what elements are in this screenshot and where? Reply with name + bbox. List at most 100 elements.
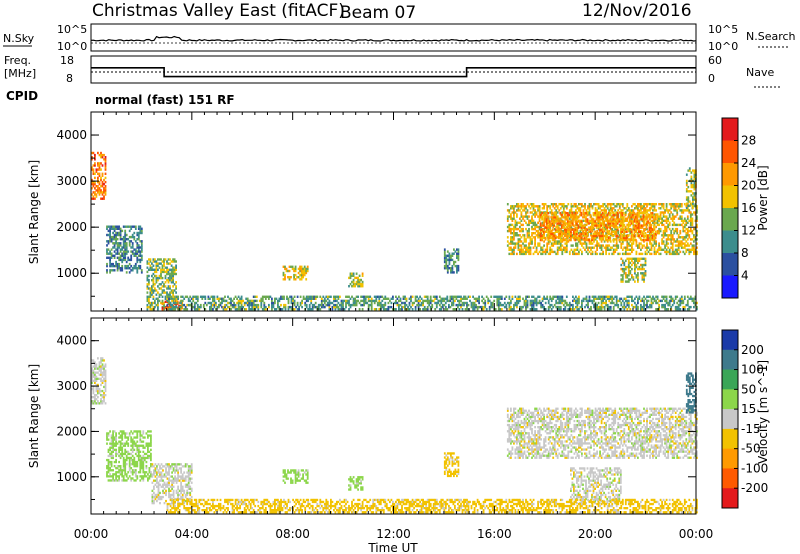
data-cell <box>575 252 577 256</box>
data-cell <box>526 236 529 239</box>
data-cell <box>565 232 568 236</box>
data-cell <box>617 246 620 249</box>
data-cell <box>553 203 556 206</box>
data-cell <box>136 256 139 259</box>
data-cell <box>637 257 639 260</box>
data-cell <box>405 303 408 307</box>
data-cell <box>451 301 453 305</box>
data-cell <box>355 272 358 275</box>
data-cell <box>561 297 564 300</box>
data-cell <box>686 248 689 251</box>
data-cell <box>649 295 651 298</box>
data-cell <box>115 225 117 228</box>
data-cell <box>115 262 117 266</box>
data-cell <box>146 308 149 311</box>
data-cell <box>233 305 235 309</box>
data-cell <box>559 229 562 233</box>
data-cell <box>534 238 536 241</box>
data-cell <box>449 295 452 298</box>
data-cell <box>98 168 101 171</box>
data-cell <box>534 223 536 227</box>
data-cell <box>594 203 597 206</box>
data-cell <box>565 246 568 249</box>
data-cell <box>600 238 603 241</box>
data-cell <box>608 223 611 227</box>
data-cell <box>615 240 618 243</box>
data-cell <box>443 297 446 300</box>
data-cell <box>682 225 685 229</box>
data-cell <box>683 305 686 309</box>
data-cell <box>547 236 550 240</box>
data-cell <box>562 207 565 210</box>
data-cell <box>629 238 632 241</box>
data-cell <box>693 211 695 214</box>
data-cell <box>637 209 639 212</box>
data-cell <box>523 299 526 303</box>
data-cell <box>579 234 581 238</box>
data-cell <box>613 222 616 225</box>
data-cell <box>679 229 682 233</box>
data-cell <box>662 234 665 237</box>
data-cell <box>641 267 644 271</box>
data-cell <box>508 211 511 214</box>
data-cell <box>519 229 521 233</box>
data-cell <box>638 242 641 245</box>
data-cell <box>581 203 583 206</box>
data-cell <box>632 211 635 214</box>
data-cell <box>693 297 695 300</box>
data-cell <box>213 297 216 300</box>
data-cell <box>573 218 575 221</box>
data-cell <box>520 215 523 218</box>
data-cell <box>556 218 559 221</box>
data-cell <box>104 383 107 387</box>
data-cell <box>160 274 162 278</box>
data-cell <box>566 214 569 217</box>
data-cell <box>523 205 526 208</box>
data-cell <box>435 305 438 309</box>
data-cell <box>618 252 621 256</box>
data-cell <box>662 215 665 218</box>
data-cell <box>172 305 175 309</box>
data-cell <box>264 305 267 309</box>
data-cell <box>255 305 258 309</box>
data-cell <box>689 219 692 222</box>
data-cell <box>673 223 676 227</box>
data-cell <box>677 207 680 210</box>
data-cell <box>589 226 592 229</box>
data-cell <box>532 301 535 305</box>
data-cell <box>537 207 539 210</box>
data-cell <box>638 259 641 262</box>
data-cell <box>508 227 511 231</box>
data-cell <box>538 215 541 218</box>
data-cell <box>378 299 381 303</box>
data-cell <box>445 264 448 268</box>
data-cell <box>101 193 104 196</box>
data-cell <box>601 234 604 238</box>
data-cell <box>446 269 449 272</box>
data-cell <box>522 234 524 237</box>
data-cell <box>514 225 517 229</box>
data-cell <box>464 297 467 300</box>
data-cell <box>612 301 615 305</box>
data-cell <box>367 295 370 298</box>
data-cell <box>161 299 164 303</box>
data-cell <box>590 234 592 237</box>
data-cell <box>570 214 572 217</box>
data-cell <box>539 236 542 240</box>
data-cell <box>676 238 679 241</box>
data-cell <box>602 244 604 247</box>
data-cell <box>592 218 595 221</box>
data-cell <box>106 240 108 243</box>
data-cell <box>621 205 624 208</box>
data-cell <box>641 224 643 227</box>
data-cell <box>591 226 593 229</box>
data-cell <box>603 211 606 214</box>
data-cell <box>586 222 589 225</box>
data-cell <box>137 250 140 253</box>
data-cell <box>432 299 435 303</box>
data-cell <box>642 218 645 221</box>
data-cell <box>591 238 593 242</box>
data-cell <box>624 272 627 275</box>
data-cell <box>594 212 596 215</box>
data-cell <box>390 305 393 309</box>
